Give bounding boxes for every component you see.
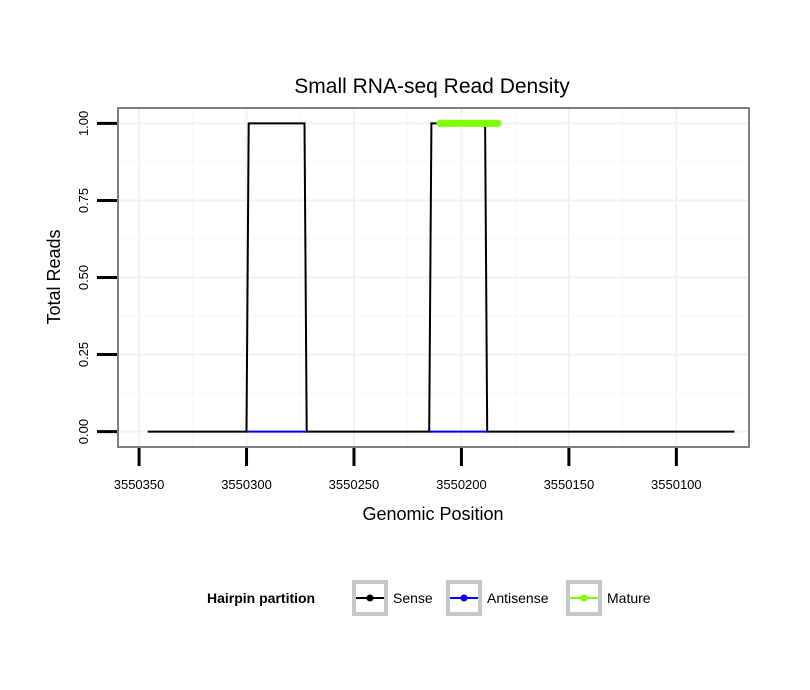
legend-key-dot (460, 594, 468, 602)
legend-item-sense: Sense (352, 580, 433, 616)
legend-label: Sense (393, 590, 433, 606)
legend-key-dot (580, 594, 588, 602)
legend-key-dot (366, 594, 374, 602)
series-layer (147, 119, 735, 433)
legend-item-mature: Mature (566, 580, 651, 616)
y-tick-label: 0.00 (76, 419, 91, 444)
y-tick-label: 0.25 (76, 342, 91, 367)
legend-item-antisense: Antisense (446, 580, 549, 616)
x-tick-label: 3550200 (436, 477, 487, 492)
x-tick-label: 3550350 (114, 477, 165, 492)
legend-title: Hairpin partition (207, 590, 315, 606)
x-axis-title: Genomic Position (362, 504, 503, 524)
x-axis: 3550350 3550300 3550250 3550200 3550150 35501… (114, 448, 702, 492)
y-tick-label: 0.50 (76, 265, 91, 290)
legend: Hairpin partition Sense Antisense Mature (207, 580, 651, 616)
legend-label: Antisense (487, 590, 549, 606)
grid-lines (118, 108, 749, 447)
x-tick-label: 3550250 (329, 477, 380, 492)
x-tick-label: 3550100 (651, 477, 702, 492)
y-tick-label: 1.00 (76, 111, 91, 136)
y-tick-label: 0.75 (76, 188, 91, 213)
x-tick-label: 3550150 (544, 477, 595, 492)
x-tick-label: 3550300 (221, 477, 272, 492)
series-sense-line (147, 122, 735, 433)
plot-border (117, 107, 750, 448)
legend-label: Mature (607, 590, 651, 606)
y-axis-title: Total Reads (44, 229, 64, 324)
y-axis: 0.00 0.25 0.50 0.75 1.00 (76, 111, 117, 444)
chart-title: Small RNA-seq Read Density (294, 75, 570, 98)
